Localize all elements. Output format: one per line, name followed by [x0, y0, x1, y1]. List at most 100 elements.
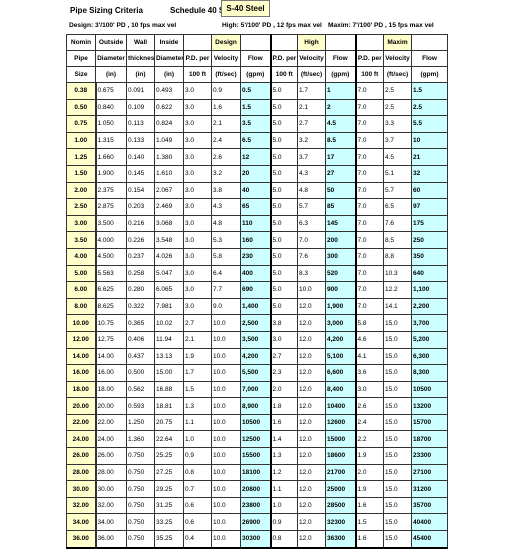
cell-inside-diameter: 7.981	[154, 297, 184, 316]
cell-maxim-velocity: 2.5	[383, 98, 412, 117]
cell-inside-diameter: 33.25	[154, 513, 184, 532]
cell-design-flow: 160	[240, 231, 272, 249]
table-row: 18.00 18.00 0.562 16.88 1.5 10.0 7,000 2.0 12.0 8…	[66, 380, 448, 399]
title-row: Pipe Sizing Criteria Schedule 40 Steel	[70, 3, 450, 20]
cell-design-pd: 1.0	[183, 430, 212, 449]
cell-maxim-velocity: 15.0	[383, 530, 412, 549]
cell-maxim-velocity: 15.0	[383, 430, 412, 449]
cell-high-velocity: 4.8	[297, 181, 326, 200]
cell-high-velocity: 12.0	[297, 480, 326, 498]
cell-size: 20.00	[66, 397, 97, 415]
cell-high-flow: 3,000	[325, 314, 357, 332]
cell-high-flow: 4,200	[325, 330, 357, 349]
cell-high-flow: 17	[325, 148, 357, 166]
cell-wall-thickness: 0.365	[126, 314, 155, 332]
cell-design-pd: 3.0	[183, 247, 212, 266]
cell-inside-diameter: 31.25	[154, 496, 184, 515]
cell-high-velocity: 1.7	[297, 82, 326, 100]
header-cell-high-velocity: (ft/sec)	[297, 66, 326, 83]
cell-maxim-pd: 7.0	[355, 231, 384, 249]
cell-maxim-pd: 1.6	[355, 496, 384, 515]
cell-inside-diameter: 22.64	[154, 430, 184, 449]
pipe-sizing-table: Nomin Outside Wall Inside Design High Maxim Pip…	[66, 34, 448, 549]
cell-size: 12.00	[66, 330, 97, 349]
cell-size: 16.00	[66, 364, 97, 382]
schedule-badge: S-40 Steel	[221, 0, 270, 17]
cell-design-velocity: 10.0	[211, 413, 241, 432]
table-row: 3.00 3.500 0.216 3.068 3.0 4.8 110 5.0 6.3 145 7.0…	[66, 214, 448, 233]
cell-wall-thickness: 1.360	[126, 430, 155, 449]
cell-high-pd: 2.7	[270, 347, 298, 366]
cell-wall-thickness: 0.091	[126, 82, 155, 100]
cell-design-flow: 65	[240, 198, 272, 216]
cell-design-flow: 1,400	[240, 297, 272, 316]
cell-design-flow: 1.5	[240, 98, 272, 117]
cell-outside-diameter: 22.00	[95, 413, 127, 432]
cell-design-velocity: 10.0	[211, 430, 241, 449]
cell-maxim-velocity: 15.0	[383, 347, 412, 366]
cell-maxim-flow: 1,100	[411, 281, 448, 299]
cell-outside-diameter: 10.75	[95, 314, 127, 332]
cell-wall-thickness: 0.437	[126, 347, 155, 366]
cell-outside-diameter: 32.00	[95, 496, 127, 515]
cell-design-flow: 6.5	[240, 131, 272, 150]
cell-high-pd: 5.0	[270, 181, 298, 200]
header-cell-design-pd: P.D. per	[183, 50, 212, 67]
table-row: 22.00 22.00 1.250 20.75 1.1 10.0 10500 1.6 12.0 1…	[66, 413, 448, 432]
cell-high-pd: 5.0	[270, 131, 298, 150]
header-cell-outside-diameter: Diameter	[95, 50, 127, 67]
cell-high-velocity: 12.0	[297, 513, 326, 532]
cell-design-pd: 1.9	[183, 347, 212, 366]
cell-high-velocity: 12.0	[297, 347, 326, 366]
cell-outside-diameter: 6.625	[95, 281, 127, 299]
cell-maxim-flow: 175	[411, 214, 448, 233]
header-cell-design-flow	[240, 34, 272, 51]
cell-size: 14.00	[66, 347, 97, 366]
cell-wall-thickness: 0.593	[126, 397, 155, 415]
cell-high-flow: 4.5	[325, 115, 357, 133]
table-row: 10.00 10.75 0.365 10.02 2.7 10.0 2,500 3.8 12.0 3…	[66, 314, 448, 332]
cell-high-pd: 0.9	[270, 513, 298, 532]
maxim-criteria: Maxim: 7'/100' PD , 15 fps max vel	[328, 22, 434, 29]
cell-wall-thickness: 0.133	[126, 131, 155, 150]
cell-maxim-flow: 2.5	[411, 98, 448, 117]
cell-maxim-velocity: 2.5	[383, 82, 412, 100]
cell-size: 8.00	[66, 297, 97, 316]
cell-high-flow: 6,600	[325, 364, 357, 382]
cell-high-pd: 3.0	[270, 330, 298, 349]
cell-high-velocity: 12.0	[297, 430, 326, 449]
cell-maxim-velocity: 4.5	[383, 148, 412, 166]
cell-inside-diameter: 18.81	[154, 397, 184, 415]
page-title: Pipe Sizing Criteria	[70, 6, 143, 15]
header-cell-wall-thickness: Wall	[126, 34, 155, 51]
cell-maxim-pd: 7.0	[355, 198, 384, 216]
cell-design-pd: 3.0	[183, 297, 212, 316]
cell-design-pd: 1.1	[183, 413, 212, 432]
cell-outside-diameter: 16.00	[95, 364, 127, 382]
cell-maxim-pd: 7.0	[355, 214, 384, 233]
cell-outside-diameter: 1.315	[95, 131, 127, 150]
cell-design-velocity: 4.3	[211, 198, 241, 216]
cell-maxim-velocity: 15.0	[383, 314, 412, 332]
cell-maxim-velocity: 15.0	[383, 447, 412, 465]
header-cell-size: Nomin	[66, 34, 96, 51]
cell-maxim-velocity: 15.0	[383, 380, 412, 399]
cell-outside-diameter: 18.00	[95, 380, 127, 399]
cell-high-pd: 2.0	[270, 380, 298, 399]
header-cell-high-flow: (gpm)	[325, 66, 357, 83]
cell-high-pd: 5.0	[270, 148, 298, 166]
cell-design-velocity: 9.0	[211, 297, 241, 316]
header-cell-maxim-flow: Flow	[411, 50, 448, 67]
cell-high-pd: 0.8	[270, 530, 298, 549]
cell-size: 2.50	[66, 198, 97, 216]
cell-design-velocity: 2.6	[211, 148, 241, 166]
cell-maxim-velocity: 5.1	[383, 164, 412, 183]
cell-maxim-pd: 3.6	[355, 364, 384, 382]
table-row: 34.00 34.00 0.750 33.25 0.6 10.0 26900 0.9 12.0 3…	[66, 513, 448, 532]
table-row: 30.00 30.00 0.750 29.25 0.7 10.0 20800 1.1 12.0 2…	[66, 480, 448, 498]
cell-outside-diameter: 4.500	[95, 247, 127, 266]
cell-high-velocity: 12.0	[297, 397, 326, 415]
table-row: 24.00 24.00 1.360 22.64 1.0 10.0 12500 1.4 12.0 1…	[66, 430, 448, 449]
cell-inside-diameter: 2.469	[154, 198, 184, 216]
cell-high-flow: 15000	[325, 430, 357, 449]
